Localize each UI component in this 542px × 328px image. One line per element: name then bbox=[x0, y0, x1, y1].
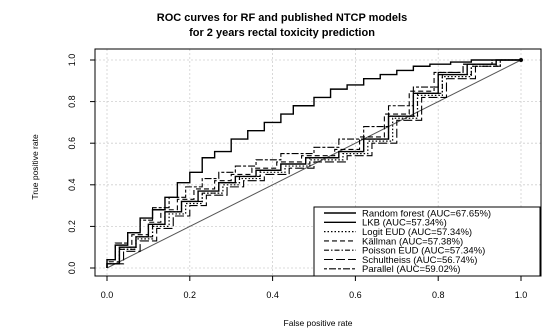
roc-series-line bbox=[106, 59, 521, 268]
x-axis: 0.0 0.2 0.4 0.6 0.8 1.0 bbox=[101, 276, 528, 300]
reference-diagonal bbox=[106, 59, 522, 269]
x-tick-label: 0.4 bbox=[266, 290, 279, 300]
y-tick-label: 0.0 bbox=[67, 262, 77, 275]
chart-title: ROC curves for RF and published NTCP mod… bbox=[157, 12, 407, 24]
x-tick-label: 0.2 bbox=[184, 290, 197, 300]
y-tick-label: 0.6 bbox=[67, 137, 77, 150]
chart-subtitle: for 2 years rectal toxicity prediction bbox=[189, 27, 375, 39]
y-tick-label: 1.0 bbox=[67, 54, 77, 67]
legend-entry: Logit EUD (AUC=57.34%) bbox=[362, 227, 472, 238]
x-axis-label: False positive rate bbox=[284, 318, 353, 328]
legend-entry: Schultheiss (AUC=56.74%) bbox=[362, 255, 477, 266]
y-tick-label: 0.8 bbox=[67, 95, 77, 108]
x-tick-label: 0.0 bbox=[101, 290, 114, 300]
legend-entry: Poisson EUD (AUC=57.34%) bbox=[362, 246, 485, 257]
legend-entry: Källman (AUC=57.38%) bbox=[362, 236, 463, 247]
x-tick-label: 1.0 bbox=[515, 290, 528, 300]
y-tick-label: 0.2 bbox=[67, 220, 77, 233]
roc-series-line bbox=[106, 59, 521, 268]
legend-box bbox=[313, 206, 541, 277]
y-axis: 0.0 0.2 0.4 0.6 0.8 1.0 bbox=[67, 54, 95, 275]
x-tick-label: 0.6 bbox=[349, 290, 362, 300]
legend-entry: Random forest (AUC=67.65%) bbox=[362, 208, 491, 219]
roc-series-line bbox=[106, 59, 521, 268]
series-group bbox=[106, 58, 523, 268]
y-tick-label: 0.4 bbox=[67, 179, 77, 192]
x-tick-label: 0.8 bbox=[432, 290, 445, 300]
legend: Random forest (AUC=67.65%)LKB (AUC=57.34… bbox=[313, 206, 541, 277]
legend-entry: LKB (AUC=57.34%) bbox=[362, 218, 447, 229]
y-axis-label: True positive rate bbox=[30, 134, 40, 200]
curve-endpoint-marker bbox=[519, 58, 523, 62]
roc-series-line bbox=[106, 59, 521, 268]
legend-entry: Parallel (AUC=59.02%) bbox=[362, 264, 460, 275]
